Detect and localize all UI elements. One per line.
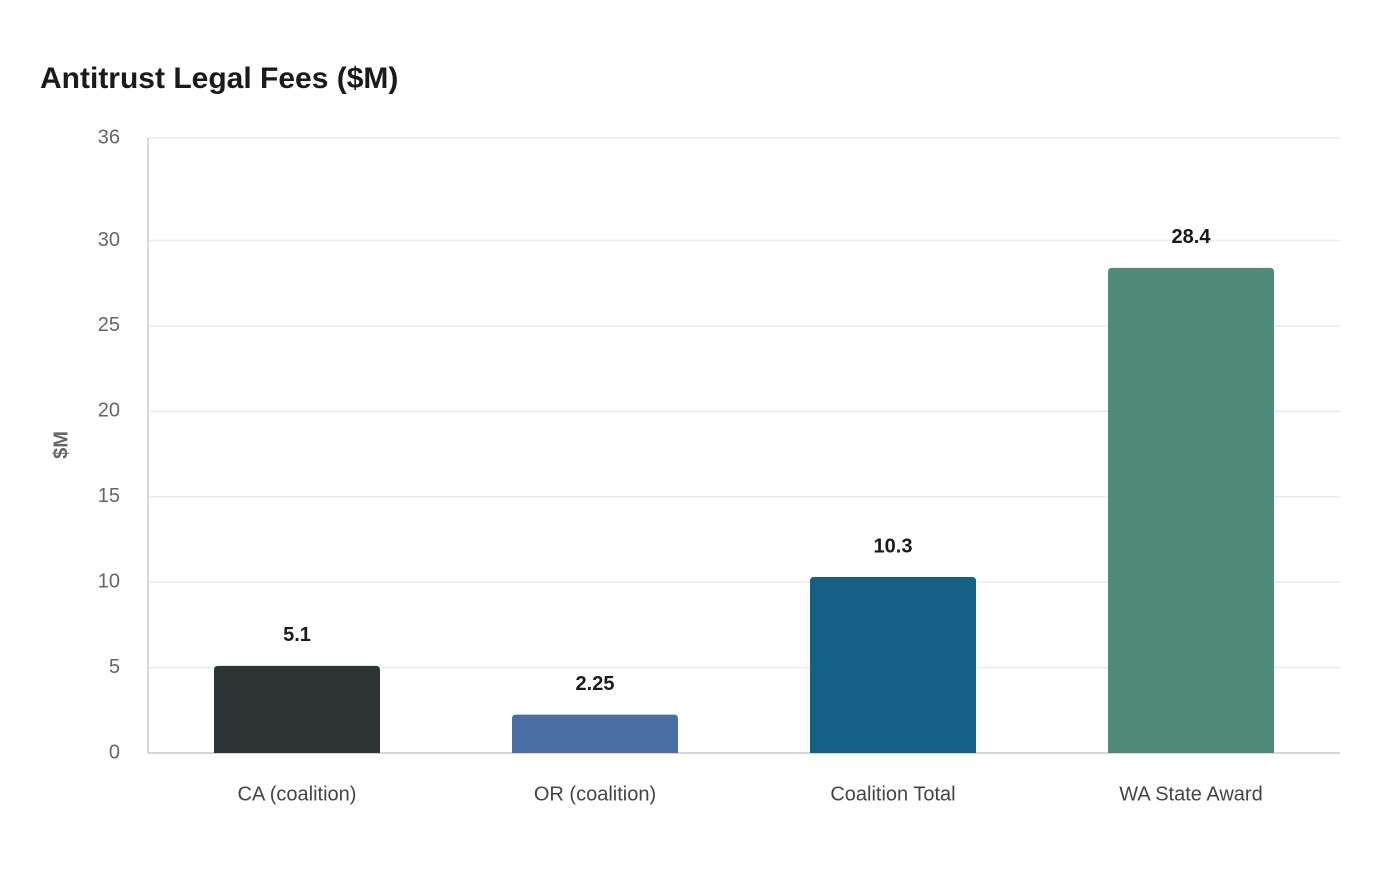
x-tick-label: WA State Award <box>1119 783 1262 805</box>
y-tick-label: 15 <box>98 485 120 507</box>
x-tick-label: Coalition Total <box>830 783 955 805</box>
y-tick-label: 25 <box>98 314 120 336</box>
y-tick-label: 10 <box>98 570 120 592</box>
value-label: 28.4 <box>1172 226 1212 248</box>
value-label: 5.1 <box>283 624 311 646</box>
value-label: 10.3 <box>874 535 913 557</box>
bar <box>1108 267 1274 753</box>
y-tick-label: 30 <box>98 229 120 251</box>
bar <box>512 714 678 753</box>
value-label: 2.25 <box>576 673 615 695</box>
y-axis-label: $M <box>50 431 72 459</box>
y-tick-label: 0 <box>109 741 120 763</box>
bar <box>214 665 380 753</box>
y-tick-label: 20 <box>98 400 120 422</box>
x-tick-label: CA (coalition) <box>238 783 357 805</box>
x-tick-label: OR (coalition) <box>534 783 656 805</box>
chart-title: Antitrust Legal Fees ($M) <box>40 62 398 95</box>
bar <box>810 577 976 753</box>
y-tick-label: 36 <box>98 126 120 148</box>
y-tick-label: 5 <box>109 656 120 678</box>
